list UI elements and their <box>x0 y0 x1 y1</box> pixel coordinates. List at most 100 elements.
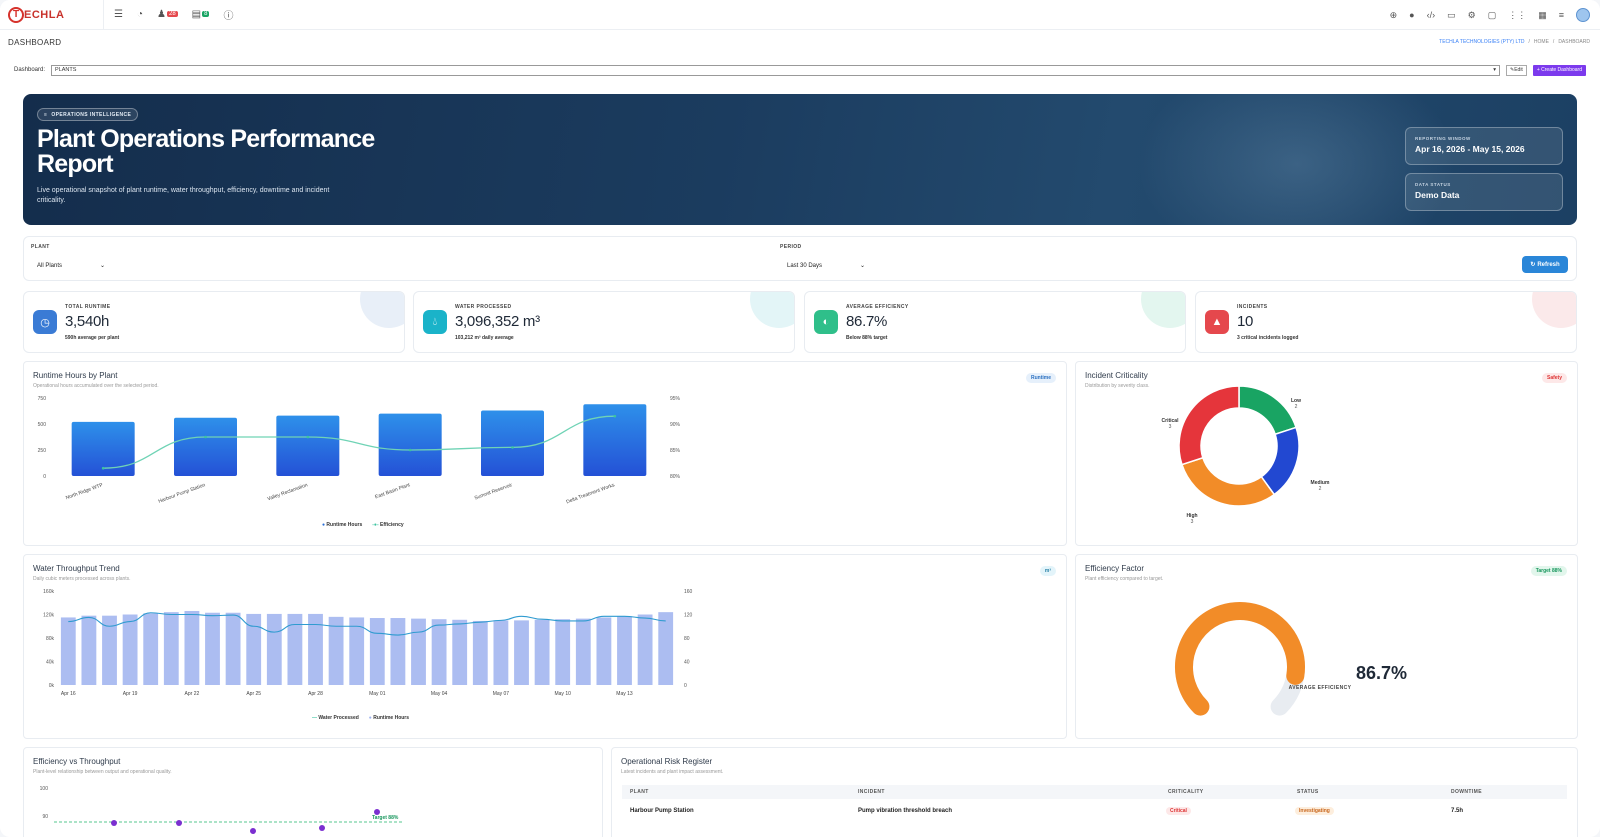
grid-icon[interactable]: ⋮⋮ <box>1508 9 1527 20</box>
kpi-incidents: ▲ INCIDENTS 10 3 critical incidents logg… <box>1195 291 1577 353</box>
settings-icon[interactable]: ⚙ <box>1467 9 1476 20</box>
throughput-panel: Water Throughput Trend Daily cubic meter… <box>23 554 1067 739</box>
monitor-icon[interactable]: ▢ <box>1487 9 1497 20</box>
column-header[interactable]: INCIDENT <box>858 789 885 795</box>
efficiency-point <box>511 446 514 449</box>
plant-filter-value: All Plants <box>37 262 63 269</box>
y-tick-label: 750 <box>38 396 47 402</box>
record-icon[interactable]: ● <box>1409 10 1415 20</box>
water-processed-line <box>68 612 666 636</box>
efficiency-point <box>204 435 207 439</box>
graduation-icon[interactable]: ▤ 8 <box>191 9 210 20</box>
y-tick-label: 500 <box>38 422 47 428</box>
chart-icon[interactable]: ◔ <box>136 9 144 20</box>
x-tick-label: Apr 28 <box>308 691 323 697</box>
info-icon[interactable]: ⓘ <box>223 11 234 22</box>
panel-subtitle: Daily cubic meters processed across plan… <box>33 576 131 582</box>
gauge-fill <box>1175 602 1305 716</box>
runtime-bar <box>583 404 647 476</box>
gauge-caption: AVERAGE EFFICIENCY <box>1288 685 1352 691</box>
panel-subtitle: Operational hours accumulated over the s… <box>33 383 159 389</box>
runtime-hours-bar <box>246 613 262 685</box>
column-header[interactable]: CRITICALITY <box>1168 789 1204 795</box>
card-icon[interactable]: ▭ <box>1447 9 1456 20</box>
message-badge: 8 <box>202 11 210 18</box>
scatter-panel: Efficiency vs Throughput Plant-level rel… <box>23 747 603 837</box>
y2-tick-label: 80 <box>684 636 690 642</box>
chevron-down-icon: ⌄ <box>100 263 106 269</box>
kpi-subtext: 590h average per plant <box>65 335 120 341</box>
breadcrumb-separator: / <box>1528 39 1530 45</box>
logo-text: ECHLA <box>24 8 65 21</box>
warning-icon: ▲ <box>1205 310 1229 334</box>
kpi-total-runtime: ◷ TOTAL RUNTIME 3,540h 590h average per … <box>23 291 405 353</box>
create-dashboard-button[interactable]: + Create Dashboard <box>1532 64 1586 76</box>
breadcrumb-current: DASHBOARD <box>1558 39 1590 45</box>
dashboard-select[interactable]: PLANTS ▾ <box>51 64 1500 76</box>
list-icon[interactable]: ≡ <box>1558 10 1564 20</box>
legend-item[interactable]: — Water Processed <box>312 715 359 721</box>
x-tick-label: May 01 <box>369 691 386 697</box>
kpi-label: WATER PROCESSED <box>455 304 512 310</box>
y2-tick-label: 95% <box>670 396 681 402</box>
runtime-hours-bar <box>184 610 200 685</box>
runtime-hours-bar <box>472 620 488 685</box>
menu-icon[interactable]: ☰ <box>114 9 123 20</box>
efficiency-point <box>408 448 412 452</box>
bell-icon[interactable]: ♟ 28 <box>157 9 178 20</box>
x-tick-label: North Ridge WTP <box>65 482 104 501</box>
legend-item[interactable]: ● Runtime Hours <box>322 522 363 528</box>
code-icon[interactable]: ‹/› <box>1426 10 1436 20</box>
breadcrumb-home[interactable]: HOME <box>1533 39 1549 45</box>
legend-item[interactable]: -●- Efficiency <box>372 522 404 528</box>
avatar[interactable] <box>1576 8 1590 22</box>
runtime-hours-bar <box>81 615 97 685</box>
kpi-value: 3,096,352 m³ <box>455 313 540 330</box>
logo[interactable]: T ECHLA <box>0 0 104 30</box>
hero-title: Plant Operations Performance Report <box>37 125 375 178</box>
y2-tick-label: 85% <box>670 448 681 454</box>
runtime-bar <box>378 413 442 476</box>
runtime-chart: 0 250 500 750 80% 85% 90% 95% North Ridge WTP Har… <box>38 396 681 505</box>
column-header[interactable]: STATUS <box>1297 789 1319 795</box>
legend-item[interactable]: ● Runtime Hours <box>368 715 410 721</box>
panel-title: Efficiency vs Throughput <box>33 757 121 766</box>
refresh-button[interactable]: ↻ Refresh <box>1522 256 1568 273</box>
slice-value: 3 <box>1169 424 1172 430</box>
panel-subtitle: Plant efficiency compared to target. <box>1085 576 1164 582</box>
runtime-hours-bar <box>555 619 571 685</box>
reporting-window-value: Apr 16, 2026 - May 15, 2026 <box>1415 144 1525 154</box>
x-tick-label: Harbour Pump Station <box>158 482 207 505</box>
breadcrumb-company[interactable]: TECHLA TECHNOLOGIES (PTY) LTD <box>1439 39 1525 45</box>
y-tick-label: 40k <box>46 660 55 666</box>
scatter-point <box>374 809 380 815</box>
top-bar: T ECHLA ☰ ◔ ♟ 28 ▤ 8 ⓘ ⊕ ● ‹/› ▭ ⚙ ▢ ⋮⋮ ▦ … <box>0 0 1600 30</box>
edit-button[interactable]: ✎ Edit <box>1506 64 1527 76</box>
kpi-value: 86.7% <box>846 313 888 330</box>
y2-tick-label: 0 <box>684 683 687 689</box>
chevron-down-icon: ▾ <box>1493 67 1496 73</box>
plant-filter-select[interactable]: All Plants ⌄ <box>37 262 106 270</box>
reporting-window-card: REPORTING WINDOW Apr 16, 2026 - May 15, … <box>1405 127 1563 165</box>
column-header[interactable]: PLANT <box>630 789 649 795</box>
table-row[interactable]: Harbour Pump Station Pump vibration thre… <box>622 804 1567 820</box>
runtime-hours-bar <box>266 613 282 685</box>
legend-label: Efficiency <box>380 522 404 528</box>
filter-bar: PLANT All Plants ⌄ PERIOD Last 30 Days ⌄… <box>23 236 1577 281</box>
panel-subtitle: Plant-level relationship between output … <box>33 769 172 775</box>
panel-title: Runtime Hours by Plant <box>33 371 118 380</box>
period-filter-select[interactable]: Last 30 Days ⌄ <box>787 262 865 270</box>
apps-icon[interactable]: ▦ <box>1538 9 1547 20</box>
breadcrumb: TECHLA TECHNOLOGIES (PTY) LTD / HOME / D… <box>1439 39 1590 45</box>
runtime-hours-bar <box>390 618 406 685</box>
hero-banner: ≡ OPERATIONS INTELLIGENCE Plant Operatio… <box>23 94 1577 225</box>
column-header[interactable]: DOWNTIME <box>1451 789 1482 795</box>
y-tick-label: 100 <box>40 786 49 792</box>
target-label: Target 88% <box>372 815 399 821</box>
efficiency-point <box>613 414 617 418</box>
runtime-hours-bar <box>163 612 179 685</box>
toolbar-left: ☰ ◔ ♟ 28 ▤ 8 ⓘ <box>114 7 233 22</box>
globe-icon[interactable]: ⊕ <box>1389 9 1398 20</box>
runtime-hours-bar <box>596 617 612 685</box>
